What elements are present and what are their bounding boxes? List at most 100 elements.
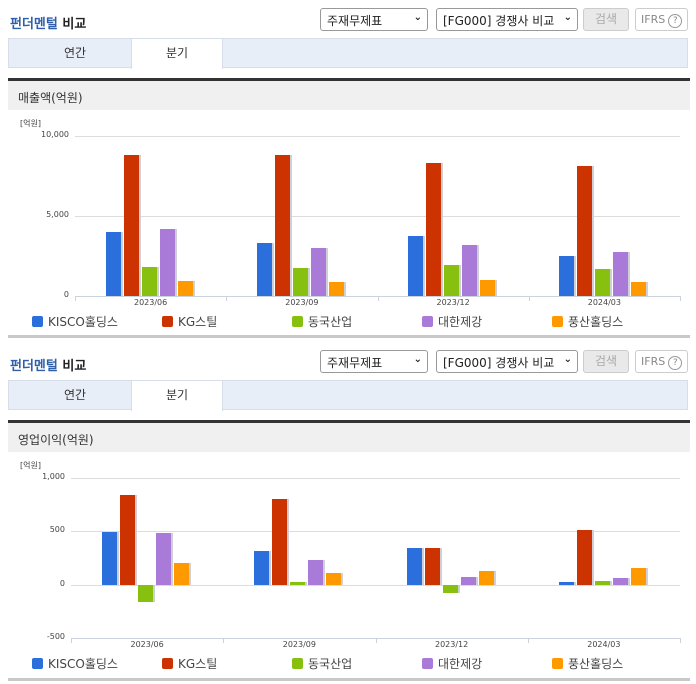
legend-swatch-icon	[32, 658, 43, 669]
select-value: 주재무제표	[327, 14, 383, 28]
gridline	[75, 216, 680, 217]
ifrs-button[interactable]: IFRS?	[635, 350, 688, 373]
x-tick-label: 2024/03	[587, 298, 621, 307]
statement-type-select[interactable]: 주재무제표 ⌄	[320, 8, 428, 31]
metric-label: 매출액(억원)	[8, 78, 690, 110]
legend-swatch-icon	[32, 316, 43, 327]
help-icon[interactable]: ?	[668, 356, 683, 370]
legend-item[interactable]: KG스틸	[162, 313, 217, 330]
tab-annual[interactable]: 연간	[63, 388, 87, 402]
search-button[interactable]: 검색	[583, 350, 629, 373]
ifrs-button[interactable]: IFRS?	[635, 8, 688, 31]
x-tick	[75, 296, 76, 301]
legend-item[interactable]: KISCO홀딩스	[32, 655, 118, 672]
help-icon[interactable]: ?	[668, 14, 683, 28]
bar-3	[292, 268, 308, 296]
legend-swatch-icon	[552, 658, 563, 669]
legend-label: 풍산홀딩스	[568, 657, 624, 671]
y-tick-label: 5,000	[46, 210, 69, 219]
y-tick-label: 0	[63, 290, 69, 299]
comparison-select[interactable]: [FG000] 경쟁사 비교 ⌄	[436, 8, 578, 31]
section-header: 펀더멘털 비교 주재무제표 ⌄ [FG000] 경쟁사 비교 ⌄ 검색 IFRS?	[0, 0, 696, 36]
x-tick	[226, 296, 228, 301]
bar-4	[612, 577, 628, 585]
bar-1	[408, 236, 424, 296]
bar-1	[254, 550, 270, 585]
chart-legend: KISCO홀딩스 KG스틸 동국산업 대한제강 풍산홀딩스	[0, 655, 696, 671]
legend-item[interactable]: 동국산업	[292, 313, 352, 330]
bar-4	[613, 252, 629, 296]
chevron-down-icon: ⌄	[413, 354, 422, 365]
legend-label: KG스틸	[178, 657, 218, 671]
bar-5	[177, 280, 193, 296]
legend-item[interactable]: KISCO홀딩스	[32, 313, 118, 330]
bar-2	[272, 499, 288, 585]
y-tick-label: 10,000	[41, 130, 69, 139]
section-header: 펀더멘털 비교 주재무제표 ⌄ [FG000] 경쟁사 비교 ⌄ 검색 IFRS?	[0, 342, 696, 378]
legend-swatch-icon	[162, 316, 173, 327]
title-highlight: 펀더멘털	[10, 17, 58, 32]
x-tick-label: 2023/12	[436, 298, 470, 307]
bar-5	[478, 571, 494, 585]
bar-3	[444, 264, 460, 296]
period-tabs: 연간 분기	[8, 380, 688, 411]
section-title: 펀더멘털 비교	[10, 355, 86, 374]
fundamental-section-revenue: 펀더멘털 비교 주재무제표 ⌄ [FG000] 경쟁사 비교 ⌄ 검색 IFRS? …	[0, 0, 696, 340]
x-tick-label: 2023/09	[285, 298, 319, 307]
legend-item[interactable]: 대한제강	[422, 313, 482, 330]
gridline	[71, 478, 680, 479]
title-highlight: 펀더멘털	[10, 359, 58, 374]
legend-item[interactable]: 동국산업	[292, 655, 352, 672]
bar-4	[308, 559, 324, 585]
legend-item[interactable]: 풍산홀딩스	[552, 313, 623, 330]
legend-item[interactable]: 풍산홀딩스	[552, 655, 623, 672]
y-tick-label: 1,000	[42, 472, 65, 481]
y-axis-unit: [억원]	[20, 461, 41, 470]
gridline	[71, 531, 680, 533]
legend-swatch-icon	[422, 316, 433, 327]
bar-3	[442, 584, 458, 593]
x-tick-label: 2023/06	[134, 298, 168, 307]
x-tick	[528, 296, 530, 301]
y-tick-label: 0	[59, 578, 65, 588]
bar-5	[174, 563, 190, 585]
legend-label: 동국산업	[308, 315, 353, 329]
metric-label: 영업이익(억원)	[8, 420, 690, 452]
search-button[interactable]: 검색	[583, 8, 629, 31]
bar-2	[577, 165, 593, 296]
x-tick-label: 2023/12	[435, 640, 469, 649]
bar-1	[256, 243, 272, 296]
bar-3	[141, 267, 157, 296]
y-axis-unit: [억원]	[20, 119, 41, 128]
bar-3	[595, 268, 611, 296]
select-value: [FG000] 경쟁사 비교	[443, 14, 555, 28]
bar-5	[328, 281, 344, 296]
legend-item[interactable]: KG스틸	[162, 655, 217, 672]
title-rest: 비교	[57, 17, 87, 32]
bar-1	[406, 548, 422, 585]
period-tabs: 연간 분기	[8, 38, 688, 69]
legend-swatch-icon	[292, 658, 303, 669]
select-value: 주재무제표	[327, 356, 383, 370]
statement-type-select[interactable]: 주재무제표 ⌄	[320, 350, 428, 373]
fundamental-section-operating-profit: 펀더멘털 비교 주재무제표 ⌄ [FG000] 경쟁사 비교 ⌄ 검색 IFRS? …	[0, 342, 696, 684]
chevron-down-icon: ⌄	[413, 12, 422, 23]
comparison-select[interactable]: [FG000] 경쟁사 비교 ⌄	[436, 350, 578, 373]
x-tick	[527, 638, 529, 643]
legend-label: KG스틸	[178, 315, 218, 329]
bar-4	[460, 576, 476, 585]
legend-item[interactable]: 대한제강	[422, 655, 482, 672]
gridline	[75, 136, 680, 137]
tab-annual[interactable]: 연간	[63, 46, 87, 60]
bar-1	[102, 532, 118, 585]
bar-3	[138, 584, 154, 602]
bar-5	[326, 573, 342, 585]
ifrs-label: IFRS	[641, 355, 666, 368]
bar-3	[290, 582, 306, 585]
tab-quarterly[interactable]: 분기	[131, 39, 223, 69]
bar-1	[105, 232, 121, 296]
gridline	[71, 584, 680, 586]
legend-swatch-icon	[162, 658, 173, 669]
tab-quarterly[interactable]: 분기	[131, 381, 223, 411]
chevron-down-icon: ⌄	[563, 354, 572, 365]
